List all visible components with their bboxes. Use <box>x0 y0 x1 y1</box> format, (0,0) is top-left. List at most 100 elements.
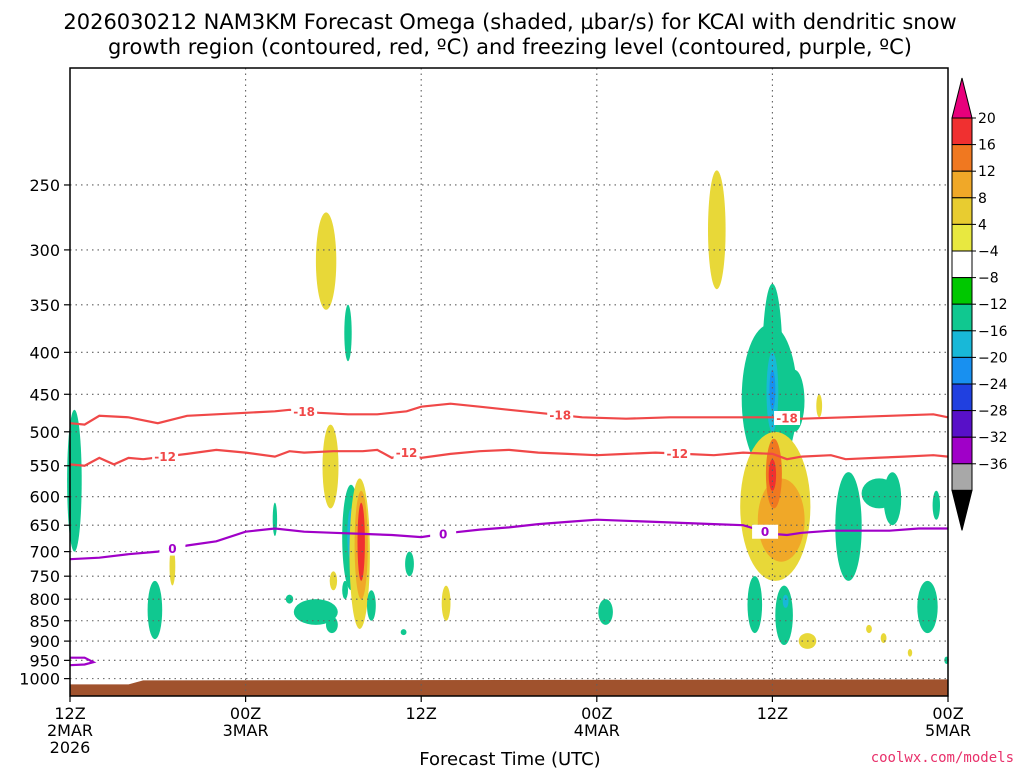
colorbar-segment-14 <box>951 463 973 491</box>
colorbar-segment-1 <box>951 117 973 146</box>
contour-label-0-2: -18 <box>776 412 798 426</box>
chart-title-line2: growth region (contoured, red, ºC) and f… <box>108 35 912 59</box>
y-axis-ticks: 2503003504004505005506006507007508008509… <box>19 176 70 689</box>
omega-feature-2 <box>708 170 726 290</box>
contour-label-1-0: -12 <box>154 450 176 464</box>
omega-feature-31 <box>757 478 805 562</box>
omega-feature-5 <box>169 546 176 586</box>
omega-feature-40 <box>883 472 902 526</box>
colorbar-segment-2 <box>951 144 973 172</box>
colorbar-segment-6 <box>951 250 973 279</box>
colorbar-segment-3 <box>951 170 973 199</box>
colorbar-segment-13 <box>951 436 973 465</box>
omega-feature-18 <box>367 590 376 621</box>
plot-frame <box>69 67 949 697</box>
omega-feature-1 <box>344 304 352 362</box>
colorbar-top-arrow <box>951 77 973 119</box>
omega-feature-45 <box>907 649 913 657</box>
omega-feature-19 <box>441 585 451 621</box>
colorbar-label-4: 4 <box>978 217 987 233</box>
colorbar-segment-5 <box>951 223 973 252</box>
grid <box>70 68 948 696</box>
y-tick-label-900: 900 <box>29 632 60 651</box>
contour-line--12 <box>69 448 949 467</box>
omega-feature-43 <box>866 624 872 634</box>
contour-label-0-1: -18 <box>549 409 571 423</box>
omega-feature-36 <box>782 594 789 608</box>
omega-feature-0 <box>315 212 337 310</box>
colorbar-label-10: −24 <box>978 377 1008 393</box>
y-tick-label-450: 450 <box>29 385 60 404</box>
omega-feature-21 <box>400 629 407 636</box>
colorbar: 20 16 12 8 4 −4 −8 −12 −16 −20 −24 −28 −32 −36 <box>951 77 1008 531</box>
contour-label-0-0: -18 <box>293 405 315 419</box>
contour-label-2-1: 0 <box>439 527 447 541</box>
contour-label-bg-0-0 <box>291 404 318 419</box>
omega-feature-42 <box>932 490 940 520</box>
x-tick-label-3-2: 4MAR <box>574 721 620 740</box>
colorbar-label-6: −8 <box>978 271 999 287</box>
omega-feature-13 <box>357 502 365 581</box>
y-tick-label-950: 950 <box>29 651 60 670</box>
omega-feature-6 <box>272 502 278 536</box>
omega-feature-8 <box>322 424 339 509</box>
omega-feature-15 <box>342 580 348 600</box>
omega-feature-7 <box>285 594 294 604</box>
omega-feature-41 <box>917 580 938 634</box>
colorbar-label-5: −4 <box>978 244 999 260</box>
x-tick-label-2-1: 12Z <box>406 704 437 723</box>
contour-label-bg-2-0 <box>159 541 186 556</box>
colorbar-label-12: −32 <box>978 430 1008 446</box>
y-tick-label-850: 850 <box>29 612 60 631</box>
contour-label-bg-1-2 <box>664 446 691 461</box>
contours: -18 -18 -18 -12 -12 -12 0 0 0 <box>69 402 949 667</box>
omega-feature-4 <box>147 580 163 640</box>
x-tick-label-5-2: 5MAR <box>925 721 971 740</box>
colorbar-segment-9 <box>951 330 973 358</box>
colorbar-label-11: −28 <box>978 404 1008 420</box>
colorbar-label-2: 12 <box>978 164 996 180</box>
colorbar-label-9: −20 <box>978 350 1008 366</box>
y-tick-label-550: 550 <box>29 457 60 476</box>
colorbar-label-1: 16 <box>978 138 996 154</box>
omega-feature-22 <box>598 599 613 625</box>
y-tick-label-700: 700 <box>29 543 60 562</box>
omega-feature-20 <box>405 551 414 577</box>
omega-feature-28 <box>816 394 823 418</box>
contour-label-2-0: 0 <box>168 542 176 556</box>
y-tick-label-800: 800 <box>29 590 60 609</box>
colorbar-bottom-arrow <box>951 489 973 531</box>
y-tick-label-350: 350 <box>29 296 60 315</box>
omega-feature-38 <box>835 472 862 581</box>
x-tick-label-0-1: 12Z <box>54 704 85 723</box>
colorbar-segment-4 <box>951 197 973 225</box>
y-tick-label-600: 600 <box>29 488 60 507</box>
omega-shading <box>67 170 949 664</box>
omega-feature-35 <box>775 585 793 645</box>
contour-label-bg-0-2 <box>774 411 801 426</box>
terrain <box>70 679 948 696</box>
omega-feature-14 <box>329 571 338 591</box>
colorbar-segment-8 <box>951 303 973 332</box>
colorbar-segment-10 <box>951 356 973 385</box>
y-tick-label-300: 300 <box>29 241 60 260</box>
y-tick-label-400: 400 <box>29 343 60 362</box>
omega-feature-44 <box>880 633 887 644</box>
x-tick-label-1-1: 00Z <box>230 704 261 723</box>
x-tick-label-0-2: 2MAR <box>47 721 93 740</box>
colorbar-label-7: −12 <box>978 297 1008 313</box>
colorbar-segment-11 <box>951 383 973 412</box>
x-tick-label-1-2: 3MAR <box>223 721 269 740</box>
terrain-band <box>70 679 948 696</box>
y-tick-label-650: 650 <box>29 516 60 535</box>
colorbar-label-13: −36 <box>978 457 1008 473</box>
y-tick-label-250: 250 <box>29 176 60 195</box>
colorbar-segment-7 <box>951 277 973 305</box>
chart-title-line1: 2026030212 NAM3KM Forecast Omega (shaded… <box>63 10 956 34</box>
y-tick-label-500: 500 <box>29 423 60 442</box>
y-tick-label-1000: 1000 <box>19 670 60 689</box>
colorbar-label-3: 8 <box>978 191 987 207</box>
y-tick-label-750: 750 <box>29 567 60 586</box>
colorbar-label-0: 20 <box>978 111 996 127</box>
